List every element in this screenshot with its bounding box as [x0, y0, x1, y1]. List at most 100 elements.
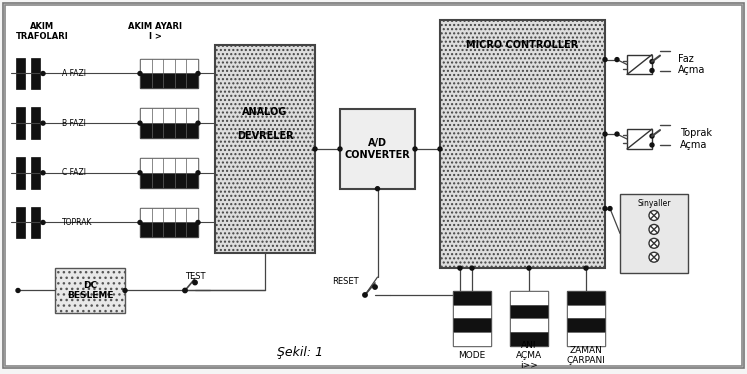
Bar [215, 45, 315, 253]
Bar [163, 73, 175, 88]
Bar [31, 107, 40, 139]
Bar [163, 59, 175, 73]
Circle shape [438, 147, 442, 151]
Text: ANALOG

DEVRELER: ANALOG DEVRELER [237, 107, 294, 141]
Text: Şekil: 1: Şekil: 1 [277, 346, 323, 359]
Circle shape [41, 220, 45, 224]
Circle shape [458, 266, 462, 270]
Bar [152, 158, 163, 173]
Text: ZAMAN
ÇARPANI: ZAMAN ÇARPANI [566, 346, 605, 365]
Bar [140, 173, 152, 188]
Circle shape [16, 288, 20, 292]
Circle shape [196, 121, 200, 125]
Circle shape [615, 58, 619, 62]
Bar [567, 291, 605, 305]
Circle shape [313, 147, 317, 151]
Text: Faz
Açma: Faz Açma [678, 54, 705, 75]
Circle shape [603, 132, 607, 136]
Circle shape [413, 147, 417, 151]
Bar [140, 108, 198, 138]
Circle shape [41, 121, 45, 125]
Bar [510, 318, 548, 332]
Circle shape [41, 71, 45, 76]
Bar [31, 206, 40, 238]
Bar [627, 55, 652, 74]
Text: AKIM
TRAFOLARI: AKIM TRAFOLARI [16, 22, 69, 41]
Bar [140, 123, 152, 138]
Bar [510, 332, 548, 346]
Bar [163, 223, 175, 237]
Bar [140, 108, 152, 123]
Text: TOPRAK: TOPRAK [62, 218, 93, 227]
Bar [140, 223, 152, 237]
Bar [16, 157, 25, 189]
Bar [163, 173, 175, 188]
Bar [16, 107, 25, 139]
Bar [175, 208, 187, 223]
Bar [187, 158, 198, 173]
Bar [140, 208, 152, 223]
Bar [627, 129, 652, 149]
Text: Sinyaller: Sinyaller [637, 199, 671, 208]
Bar [163, 123, 175, 138]
Bar [55, 268, 125, 313]
Text: AKIM AYARI
I >: AKIM AYARI I > [128, 22, 182, 41]
Bar [510, 305, 548, 318]
Bar [187, 223, 198, 237]
Bar [140, 59, 152, 73]
Bar [163, 108, 175, 123]
Text: C FAZI: C FAZI [62, 168, 86, 177]
Bar [187, 108, 198, 123]
Bar [440, 20, 605, 268]
Bar [453, 291, 491, 346]
Text: Toprak
Açma: Toprak Açma [680, 128, 712, 150]
Bar [510, 291, 548, 346]
Bar [16, 206, 25, 238]
Circle shape [603, 58, 607, 62]
Circle shape [138, 171, 142, 175]
Circle shape [608, 206, 612, 211]
Bar [152, 123, 163, 138]
Text: MICRO CONTROLLER: MICRO CONTROLLER [466, 40, 579, 50]
Bar [140, 59, 198, 88]
Circle shape [584, 266, 588, 270]
Circle shape [649, 211, 659, 220]
Bar [31, 157, 40, 189]
Bar [175, 173, 187, 188]
Bar [140, 208, 198, 237]
Circle shape [196, 220, 200, 224]
Circle shape [363, 293, 368, 297]
Bar [510, 291, 548, 305]
Bar [453, 305, 491, 318]
Bar [187, 123, 198, 138]
Circle shape [196, 171, 200, 175]
Circle shape [649, 252, 659, 262]
Bar [163, 208, 175, 223]
Bar [152, 59, 163, 73]
Bar [31, 58, 40, 89]
Circle shape [196, 71, 200, 76]
Circle shape [650, 68, 654, 73]
Text: MODE: MODE [459, 351, 486, 360]
Circle shape [376, 187, 379, 191]
Circle shape [470, 266, 474, 270]
Bar [163, 158, 175, 173]
Circle shape [183, 288, 187, 293]
Text: ANI
AÇMA
i>>: ANI AÇMA i>> [516, 341, 542, 370]
Circle shape [649, 238, 659, 248]
Circle shape [138, 71, 142, 76]
Bar [140, 158, 198, 188]
Bar [187, 73, 198, 88]
Bar [152, 208, 163, 223]
Circle shape [603, 206, 607, 211]
Bar [340, 109, 415, 189]
Text: TEST: TEST [185, 272, 205, 281]
Circle shape [650, 143, 654, 147]
Bar [187, 59, 198, 73]
Text: A FAZI: A FAZI [62, 69, 86, 78]
Circle shape [650, 134, 654, 138]
Text: RESET: RESET [332, 276, 359, 285]
Bar [567, 318, 605, 332]
Circle shape [373, 285, 377, 289]
Text: DC
BESLEME: DC BESLEME [66, 281, 114, 300]
